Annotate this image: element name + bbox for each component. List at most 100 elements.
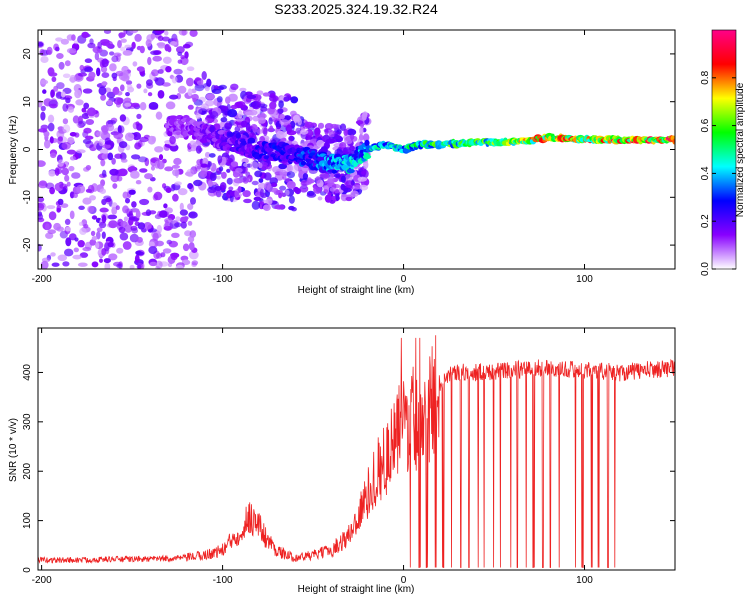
spectral-cell [239,87,247,92]
spectral-cell [189,30,198,37]
spectral-cell [98,221,107,229]
spectral-cell [95,241,100,249]
spectral-cell [146,79,153,86]
x-tick-label: 100 [576,575,593,586]
spectral-cell [47,114,55,124]
spectral-cell [235,167,243,173]
spectral-cell [67,106,74,113]
spectral-cell [120,220,128,228]
spectral-cell [205,93,216,100]
spectral-cell [40,260,49,269]
spectral-cell [214,186,223,191]
spectral-cell [215,189,222,198]
spectral-cell [233,178,244,184]
spectral-cell [317,122,325,129]
spectral-cell [290,96,299,104]
spectral-cell [226,168,231,173]
spectral-cell [99,148,109,154]
spectral-cell [38,243,42,252]
spectral-cell [230,104,238,110]
spectral-cell [179,209,188,216]
spectral-cell [355,120,364,125]
spectral-cell [176,46,185,54]
spectral-cell [81,31,90,39]
ridge-cell [169,115,178,119]
spectral-cell [122,50,133,56]
spectral-cell [216,96,223,103]
spectral-cell [221,105,229,110]
spectral-cell [268,198,273,204]
spectral-cell [145,39,152,47]
spectral-cell [64,60,71,67]
spectral-cell [81,112,90,120]
spectral-cell [350,190,359,197]
x-tick-label: 100 [576,274,593,285]
spectral-cell [50,89,55,99]
spectral-cell [363,160,369,169]
spectral-cell [208,153,216,158]
snr-plot-area [38,328,675,570]
spectral-cell [361,112,367,121]
spectral-cell [335,192,340,202]
spectral-cell [123,216,129,222]
spectral-cell [101,125,109,135]
spectral-cell [124,44,132,49]
spectral-cell [77,240,85,248]
spectral-cell [100,94,106,101]
spectral-cell [257,117,266,124]
spectral-cell [45,182,55,190]
spectral-cell [67,137,75,145]
spectral-cell [120,46,126,52]
spectral-cell [187,203,194,211]
ridge-cell [175,131,181,136]
spectral-cell [169,94,179,100]
spectral-cell [109,63,117,72]
spectral-cell [263,204,271,211]
spectral-cell [286,180,296,189]
spectral-cell [154,77,165,86]
spectral-cell [69,156,76,161]
spectral-cell [131,201,137,208]
spectral-cell [124,102,132,107]
spectral-cell [286,164,294,173]
spectral-cell [136,264,142,269]
spectral-cell [286,171,295,179]
spectral-cell [184,51,189,59]
spectral-cell [148,241,155,248]
spectral-cell [157,90,165,99]
spectral-cell [180,55,186,60]
spectral-cell [58,136,63,142]
spectral-cell [236,117,244,123]
spectral-cell [56,53,64,59]
spectral-cell [205,99,215,107]
spectral-cell [292,114,300,122]
spectral-cell [48,211,57,221]
spectral-cell [246,94,257,99]
spectral-cell [116,91,123,96]
spectral-cell [314,127,321,136]
spectral-cell [151,69,159,77]
colorbar-tick-label: 0.2 [700,214,711,228]
y-tick-label: 10 [22,96,33,108]
spectral-cell [135,180,142,185]
spectral-cell [167,46,172,53]
spectral-cell [136,236,143,243]
spectral-cell [147,186,153,193]
spectral-cell [177,51,183,56]
spectral-cell [173,157,182,166]
spectral-cell [44,139,51,149]
spectral-cell [125,92,130,97]
spectral-cell [45,223,50,231]
spectral-cell [360,170,366,175]
spectral-cell [263,127,268,136]
spectral-cell [125,80,133,85]
spectral-cell [302,173,309,180]
spectral-cell [278,100,284,109]
spectral-cell [269,125,274,133]
spectral-cell [295,127,302,134]
spectral-cell [71,172,81,179]
spectral-cell [238,173,244,178]
spectral-cell [256,90,264,95]
spectral-cell [102,144,111,149]
spectral-cell [186,66,195,71]
